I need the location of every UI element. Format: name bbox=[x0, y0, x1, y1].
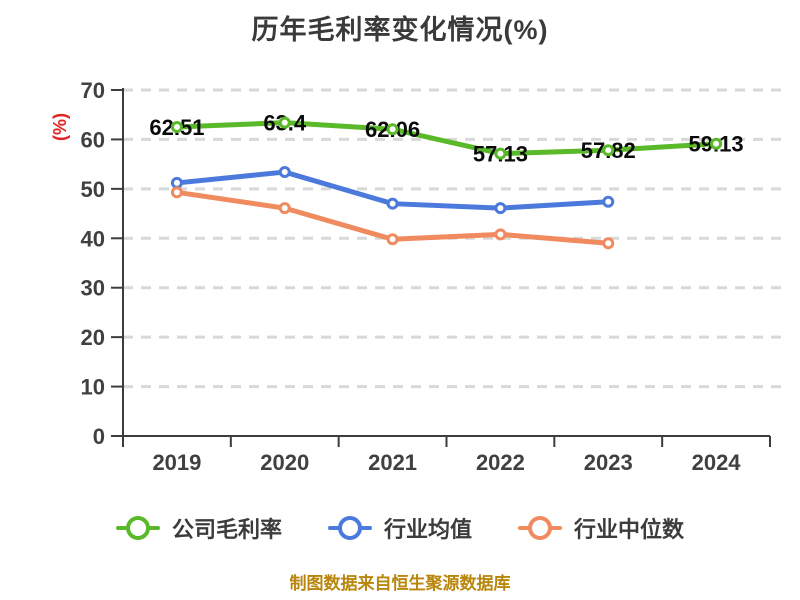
data-point-marker bbox=[386, 233, 399, 246]
data-point-marker bbox=[170, 186, 183, 199]
data-point-marker bbox=[602, 195, 615, 208]
line-marker-icon bbox=[327, 515, 372, 541]
y-axis-name: (%) bbox=[50, 113, 70, 141]
legend-label: 公司毛利率 bbox=[171, 517, 282, 542]
data-point-marker bbox=[170, 121, 183, 134]
data-point-marker bbox=[386, 123, 399, 136]
data-point-marker bbox=[278, 202, 291, 215]
y-tick-label: 50 bbox=[81, 177, 105, 202]
data-point-marker bbox=[602, 144, 615, 157]
line-marker-icon bbox=[518, 515, 562, 541]
legend-label: 行业均值 bbox=[383, 517, 472, 542]
y-tick-label: 40 bbox=[81, 226, 105, 251]
legend-item-industry-median[interactable]: 行业中位数 bbox=[518, 512, 684, 544]
x-tick-label: 2021 bbox=[368, 450, 417, 475]
data-point-marker bbox=[278, 116, 291, 129]
x-tick-label: 2019 bbox=[152, 450, 201, 475]
legend-item-industry-average[interactable]: 行业均值 bbox=[327, 512, 472, 544]
legend-circle-swatch bbox=[528, 516, 552, 540]
x-tick-label: 2020 bbox=[260, 450, 309, 475]
series-line-0 bbox=[174, 120, 719, 157]
data-source-note: 制图数据来自恒生聚源数据库 bbox=[289, 574, 511, 593]
y-tick-label: 60 bbox=[81, 127, 105, 152]
data-point-marker bbox=[494, 202, 507, 215]
data-point-marker bbox=[170, 176, 183, 189]
data-point-marker bbox=[494, 147, 507, 160]
data-point-marker bbox=[710, 137, 723, 150]
data-point-marker bbox=[494, 228, 507, 241]
data-point-marker bbox=[278, 166, 291, 179]
chart-legend: 公司毛利率 行业均值 行业中位数 bbox=[0, 512, 800, 544]
legend-label: 行业中位数 bbox=[574, 517, 685, 542]
legend-circle-swatch bbox=[337, 516, 362, 540]
y-tick-label: 70 bbox=[81, 78, 105, 103]
y-tick-label: 10 bbox=[81, 375, 105, 400]
chart-title: 历年毛利率变化情况(%) bbox=[251, 15, 549, 45]
data-point-marker bbox=[386, 197, 399, 210]
y-tick-label: 0 bbox=[93, 424, 105, 449]
x-tick-label: 2022 bbox=[476, 450, 525, 475]
line-marker-icon bbox=[115, 515, 160, 541]
legend-circle-swatch bbox=[125, 516, 150, 540]
data-point-marker bbox=[602, 237, 615, 250]
y-tick-label: 30 bbox=[81, 276, 105, 301]
legend-item-company-gross-margin[interactable]: 公司毛利率 bbox=[115, 512, 282, 544]
x-tick-label: 2024 bbox=[692, 450, 742, 475]
y-tick-label: 20 bbox=[81, 325, 105, 350]
x-tick-label: 2023 bbox=[584, 450, 633, 475]
